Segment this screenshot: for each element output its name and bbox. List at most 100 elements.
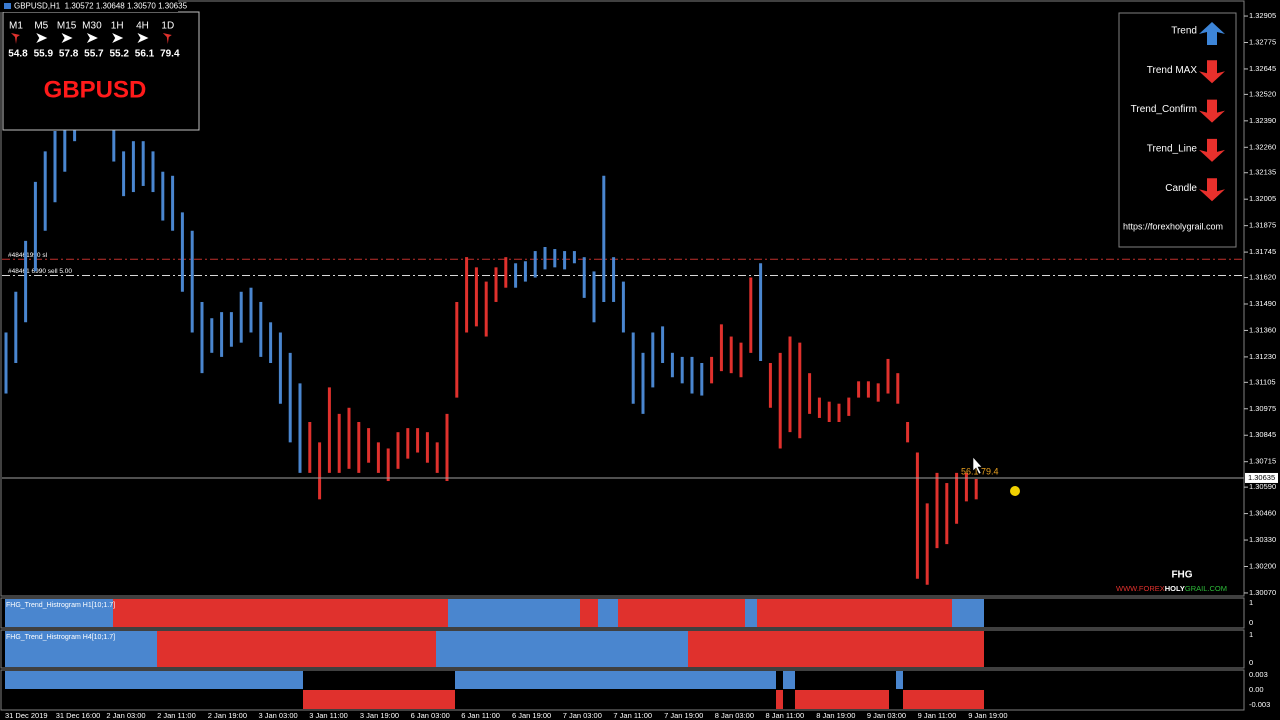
timeframe-label: 4H — [136, 21, 149, 32]
y-tick-label: 1.32135 — [1249, 168, 1276, 177]
strength-value: 57.8 — [59, 49, 79, 60]
timeframe-label: 1H — [111, 21, 124, 32]
trend-arrow — [162, 33, 172, 44]
y-tick-label: 1.32775 — [1249, 37, 1276, 46]
x-tick-label: 2 Jan 03:00 — [106, 711, 145, 720]
y-tick-label: 1.32905 — [1249, 11, 1276, 20]
y-tick-label: 1.31105 — [1249, 377, 1276, 386]
logo-site-c: GRAIL.COM — [1185, 584, 1227, 593]
y-tick-label: 1.30330 — [1249, 535, 1276, 544]
timeframes: M1 54.8 M5 55.9 M15 57.8 M30 55.7 1H 55.2 4H 56.1 1D… — [8, 21, 180, 60]
x-tick-label: 7 Jan 11:00 — [613, 711, 652, 720]
segment — [757, 599, 952, 627]
y-tick-label: 1.31875 — [1249, 221, 1276, 230]
segment — [303, 690, 455, 709]
segment — [113, 599, 448, 627]
x-tick-label: 6 Jan 19:00 — [512, 711, 551, 720]
indicator-scale: 0.003 — [1249, 670, 1268, 679]
strength-panel — [2, 11, 200, 131]
segment — [157, 631, 436, 667]
oscillator — [5, 671, 984, 709]
x-tick-label: 8 Jan 11:00 — [766, 711, 805, 720]
signals-panel — [1118, 12, 1237, 248]
indicator-label: FHG_Trend_Histrogram H1[10;1.7] — [6, 602, 115, 609]
segment — [903, 690, 984, 709]
segment — [618, 599, 745, 627]
signal-label: Candle — [1165, 183, 1197, 194]
indicator-frame — [0, 597, 1245, 629]
timeframe-label: M5 — [34, 21, 48, 32]
segment — [455, 671, 776, 689]
signal-label: Trend — [1171, 26, 1197, 37]
segment — [448, 599, 580, 627]
indicator-frame — [0, 669, 1245, 711]
indicator-scale: 0 — [1249, 658, 1253, 667]
y-tick-label: 1.31360 — [1249, 325, 1276, 334]
main-frame — [0, 0, 1245, 597]
y-tick-label: 1.32520 — [1249, 89, 1276, 98]
segment — [783, 671, 795, 689]
y-tick-label: 1.30200 — [1249, 561, 1276, 570]
y-tick-label: 1.30715 — [1249, 457, 1276, 466]
x-tick-label: 9 Jan 11:00 — [918, 711, 957, 720]
title-icon — [4, 3, 11, 9]
segment — [5, 631, 157, 667]
strength-value: 55.2 — [109, 49, 129, 60]
timeframe-label: 1D — [161, 21, 174, 32]
x-tick-label: 3 Jan 11:00 — [309, 711, 348, 720]
title-bg — [0, 0, 178, 12]
segment — [795, 690, 889, 709]
signals: Trend Trend MAX Trend_Confirm Trend_Line Can… — [1131, 22, 1225, 202]
segment — [688, 631, 984, 667]
y-tick-label: 1.30590 — [1249, 482, 1276, 491]
signal-label: Trend_Line — [1147, 144, 1198, 155]
y-tick-label: 1.32260 — [1249, 142, 1276, 151]
signal-arrow — [1199, 22, 1225, 45]
strength-value: 56.1 — [135, 49, 155, 60]
x-tick-label: 7 Jan 19:00 — [664, 711, 703, 720]
segment — [5, 671, 303, 689]
strength-value: 54.8 — [8, 49, 28, 60]
x-tick-label: 31 Dec 16:00 — [56, 711, 101, 720]
x-tick-label: 6 Jan 11:00 — [461, 711, 500, 720]
strength-value: 55.9 — [34, 49, 54, 60]
y-tick-label: 1.30975 — [1249, 404, 1276, 413]
marker — [1010, 486, 1020, 496]
x-tick-label: 3 Jan 03:00 — [259, 711, 298, 720]
y-tick-label: 1.30070 — [1249, 588, 1276, 597]
x-tick-label: 7 Jan 03:00 — [563, 711, 602, 720]
strength-value: 55.7 — [84, 49, 104, 60]
x-tick-label: 8 Jan 03:00 — [715, 711, 754, 720]
y-tick-label: 1.32645 — [1249, 64, 1276, 73]
indicator-scale: 1 — [1249, 630, 1253, 639]
cursor — [972, 456, 983, 475]
signals-url[interactable]: https://forexholygrail.com — [1123, 221, 1223, 231]
segment — [745, 599, 757, 627]
logo-site: WWW.FOREXHOLYGRAIL.COM — [1116, 584, 1227, 593]
signal-label: Trend MAX — [1147, 65, 1198, 76]
order-label: #48461990 sl — [8, 252, 48, 259]
segment — [776, 690, 783, 709]
x-tick-label: 8 Jan 19:00 — [816, 711, 855, 720]
y-tick-label: 1.31745 — [1249, 247, 1276, 256]
time-axis: 31 Dec 2019 31 Dec 16:00 2 Jan 03:00 2 Jan … — [5, 711, 1008, 720]
signal-arrow — [1199, 60, 1225, 84]
order-label: #48461 6990 sell 5.00 — [8, 268, 72, 275]
timeframe-label: M30 — [82, 21, 102, 32]
timeframe-label: M1 — [9, 21, 23, 32]
y-tick-label: 1.31230 — [1249, 352, 1276, 361]
trend-arrow — [36, 33, 48, 43]
trend-arrow — [61, 33, 73, 43]
trend-arrow — [86, 33, 98, 43]
y-tick-label: 1.31620 — [1249, 273, 1276, 282]
price-tag — [1245, 472, 1278, 483]
y-tick-label: 1.31490 — [1249, 299, 1276, 308]
segment — [436, 631, 688, 667]
histogram-h4 — [5, 631, 984, 667]
indicator-frame — [0, 629, 1245, 669]
signal-arrow — [1199, 99, 1225, 123]
signal-arrow — [1199, 178, 1225, 202]
indicator-scale: 1 — [1249, 598, 1253, 607]
